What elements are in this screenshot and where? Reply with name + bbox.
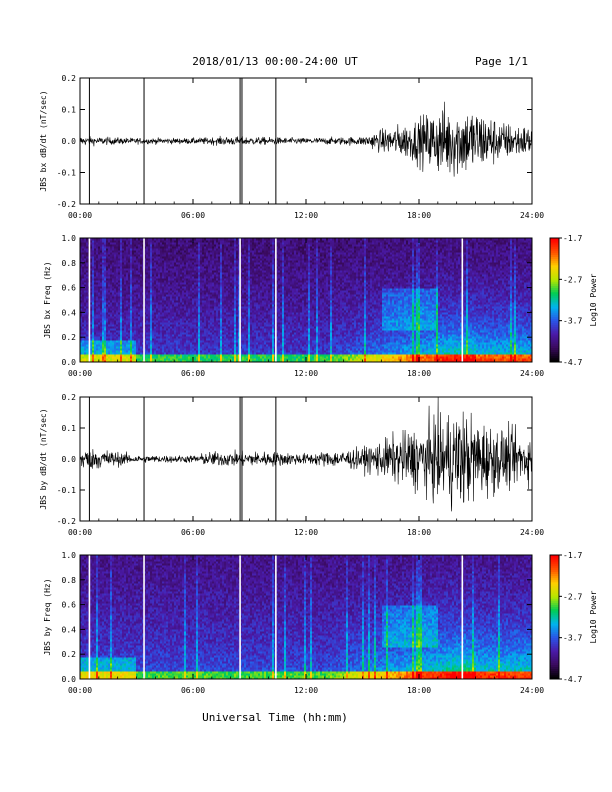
by-colorbar: -1.7 -2.7 -3.7 -4.7 <box>550 551 582 684</box>
colorbar-tick-label: -4.7 <box>563 358 582 367</box>
bx-waveform-panel: 0.2 0.1 0.0 -0.1 -0.2 00:00 06:00 12:00 18:00 24… <box>39 74 544 220</box>
bx-colorbar: -1.7 -2.7 -3.7 -4.7 <box>550 234 582 367</box>
y-tick-label: 1.0 <box>62 234 77 243</box>
y-tick-label: 0.0 <box>62 358 77 367</box>
x-tick-label: 12:00 <box>294 211 318 220</box>
figure-title: 2018/01/13 00:00-24:00 UT <box>192 55 358 68</box>
by-waveform-plot <box>80 397 532 521</box>
x-tick-label: 18:00 <box>407 686 431 695</box>
waveform-trace <box>80 102 532 177</box>
x-tick-label: 24:00 <box>520 369 544 378</box>
y-tick-label: 0.4 <box>62 308 77 317</box>
y-tick-label: 0.1 <box>62 424 77 433</box>
by-spectrogram-ylabel: JBS by Freq (Hz) <box>43 578 52 655</box>
y-tick-label: 0.2 <box>62 650 77 659</box>
page-indicator: Page 1/1 <box>475 55 528 68</box>
by-waveform-x-axis: 00:00 06:00 12:00 18:00 24:00 <box>68 397 544 537</box>
by-waveform-panel: 0.2 0.1 0.0 -0.1 -0.2 00:00 06:00 12:00 18:00 24… <box>39 393 544 537</box>
y-tick-label: 0.2 <box>62 333 77 342</box>
by-spectrogram-panel: 1.0 0.8 0.6 0.4 0.2 0.0 00:00 06:00 12:00 18:00 2… <box>43 551 598 695</box>
y-tick-label: 0.8 <box>62 259 77 268</box>
y-tick-label: 0.6 <box>62 601 77 610</box>
y-tick-label: 0.2 <box>62 74 77 83</box>
bx-spectrogram-panel: 1.0 0.8 0.6 0.4 0.2 0.0 00:00 06:00 12:00 18:00 2… <box>43 234 598 378</box>
x-tick-label: 24:00 <box>520 211 544 220</box>
y-tick-label: 0.1 <box>62 106 77 115</box>
x-tick-label: 00:00 <box>68 528 92 537</box>
x-tick-label: 18:00 <box>407 528 431 537</box>
by-spectrogram-image <box>80 555 532 679</box>
waveform-trace <box>80 397 532 511</box>
bx-colorbar-label: Log10 Power <box>589 273 598 326</box>
colorbar-tick-label: -4.7 <box>563 675 582 684</box>
x-axis-title: Universal Time (hh:mm) <box>202 711 348 724</box>
x-tick-label: 06:00 <box>181 686 205 695</box>
x-tick-label: 00:00 <box>68 211 92 220</box>
bx-waveform-plot <box>80 78 532 204</box>
colorbar-tick-label: -3.7 <box>563 317 582 326</box>
y-tick-label: 0.0 <box>62 675 77 684</box>
y-tick-label: -0.1 <box>57 169 76 178</box>
colorbar-tick-label: -3.7 <box>563 634 582 643</box>
y-tick-label: -0.2 <box>57 517 76 526</box>
x-tick-label: 24:00 <box>520 686 544 695</box>
y-tick-label: 0.8 <box>62 576 77 585</box>
by-waveform-ylabel: JBS by dB/dt (nT/sec) <box>39 408 48 509</box>
spectrogram-cells <box>80 238 532 362</box>
y-tick-label: 0.2 <box>62 393 77 402</box>
x-tick-label: 24:00 <box>520 528 544 537</box>
colorbar-tick-label: -1.7 <box>563 551 582 560</box>
x-tick-label: 18:00 <box>407 369 431 378</box>
colorbar-tick-label: -2.7 <box>563 592 582 601</box>
y-tick-label: 0.4 <box>62 625 77 634</box>
x-tick-label: 12:00 <box>294 369 318 378</box>
colorbar-tick-label: -1.7 <box>563 234 582 243</box>
by-colorbar-label: Log10 Power <box>589 590 598 643</box>
spectrogram-cells <box>80 555 532 679</box>
y-tick-label: 0.6 <box>62 284 77 293</box>
x-tick-label: 06:00 <box>181 211 205 220</box>
bx-spectrogram-ylabel: JBS bx Freq (Hz) <box>43 261 52 338</box>
x-tick-label: 06:00 <box>181 528 205 537</box>
y-tick-label: -0.1 <box>57 486 76 495</box>
y-tick-label: 0.0 <box>62 455 77 464</box>
x-tick-label: 12:00 <box>294 528 318 537</box>
y-tick-label: 0.0 <box>62 137 77 146</box>
x-tick-label: 00:00 <box>68 686 92 695</box>
x-tick-label: 00:00 <box>68 369 92 378</box>
x-tick-label: 18:00 <box>407 211 431 220</box>
bx-spectrogram-image <box>80 238 532 362</box>
y-tick-label: 1.0 <box>62 551 77 560</box>
colorbar-tick-label: -2.7 <box>563 275 582 284</box>
x-tick-label: 06:00 <box>181 369 205 378</box>
y-tick-label: -0.2 <box>57 200 76 209</box>
x-tick-label: 12:00 <box>294 686 318 695</box>
bx-waveform-ylabel: JBS bx dB/dt (nT/sec) <box>39 90 48 191</box>
